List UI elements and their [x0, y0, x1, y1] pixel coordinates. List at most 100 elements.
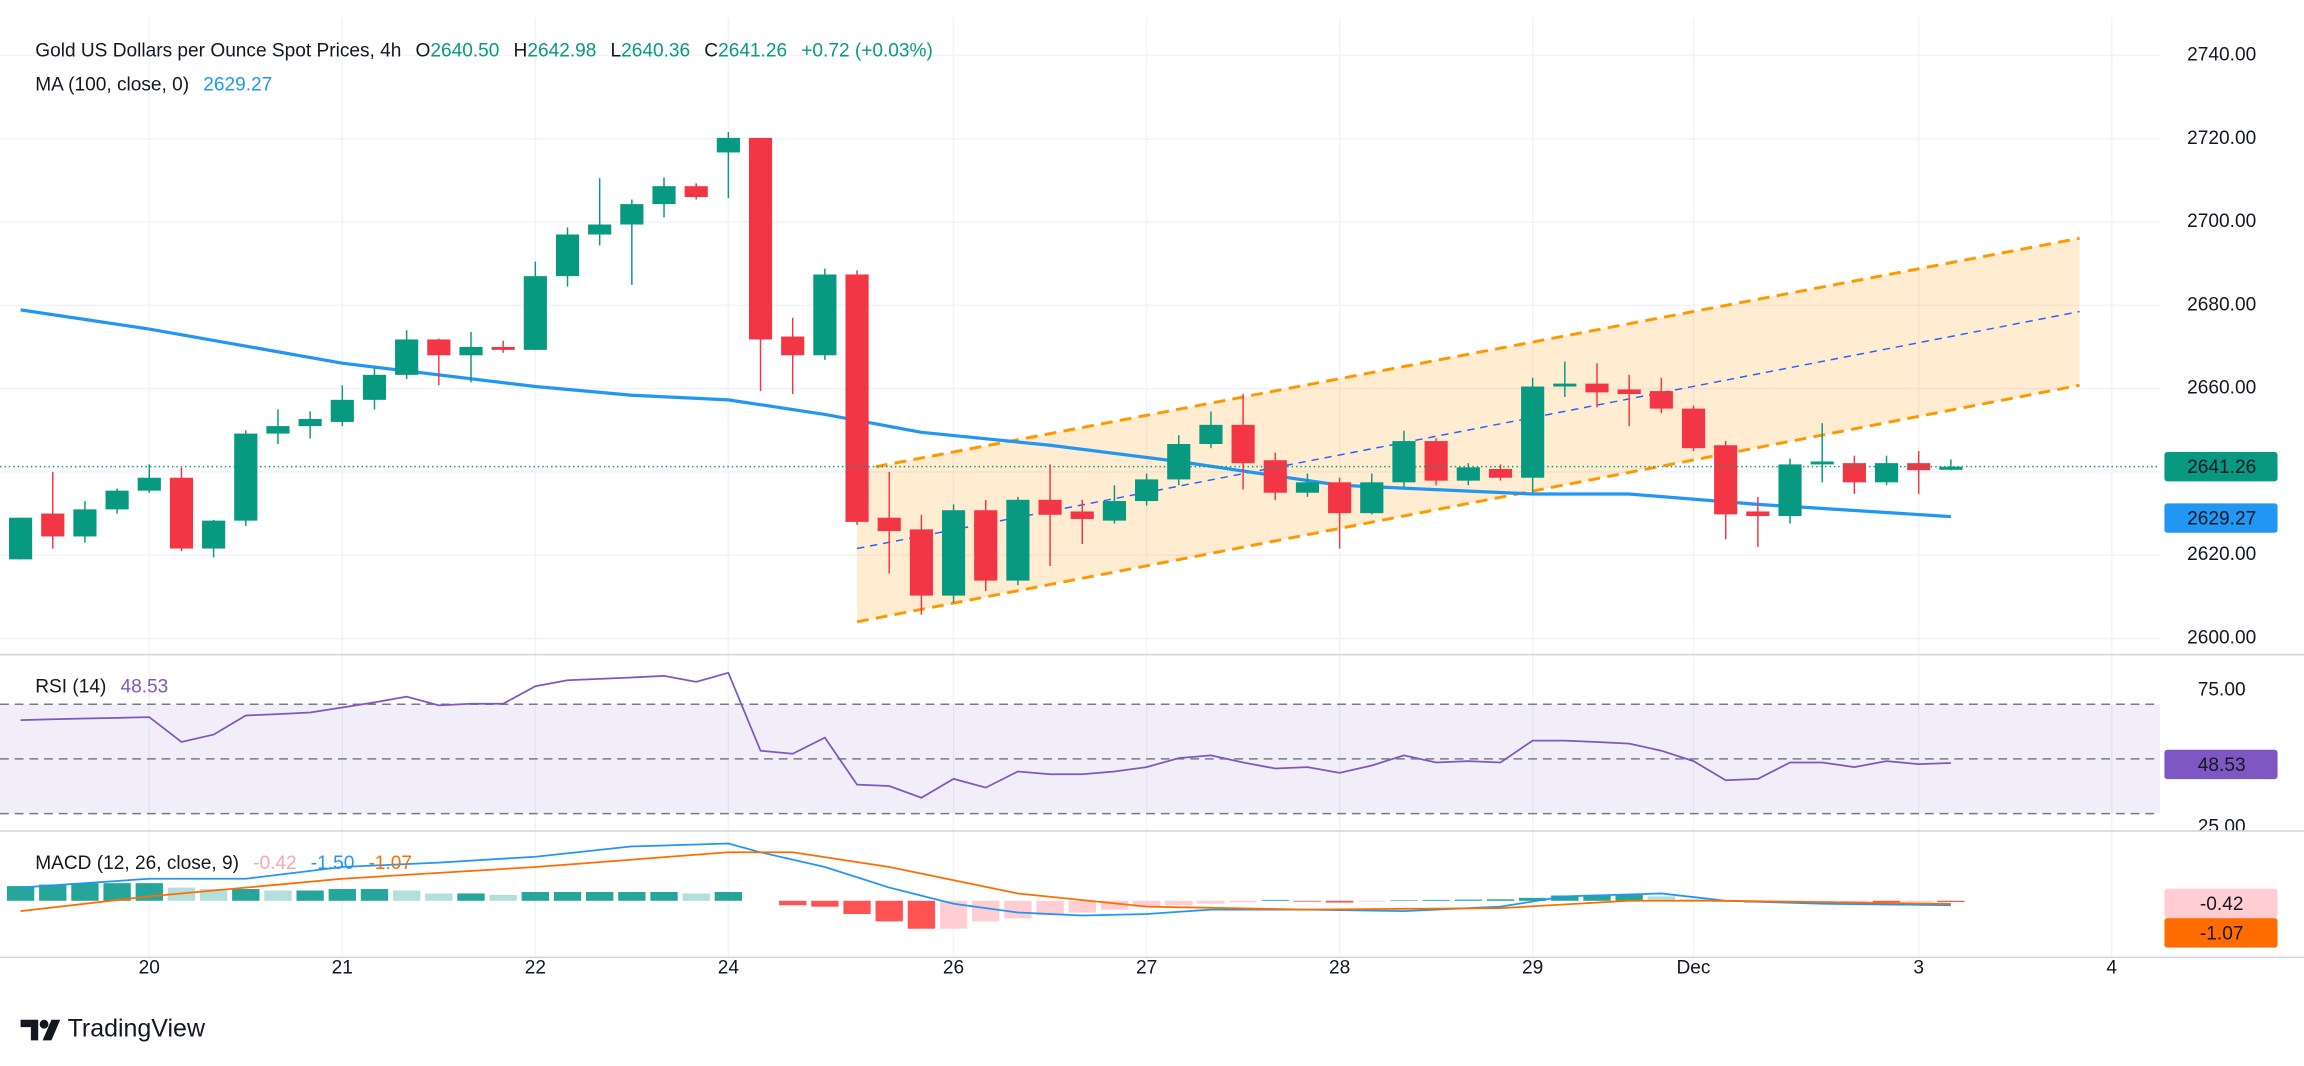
- price-panel: 2600.002620.002640.002660.002680.002700.…: [0, 44, 2278, 649]
- last-price-tag-bg: [2164, 451, 2278, 482]
- channel-upper: [856, 236, 2080, 472]
- candle-body: [1102, 501, 1127, 521]
- candle-body: [1295, 482, 1320, 493]
- macd-hist-tag-bg: [2164, 888, 2278, 919]
- channel-middle: [856, 310, 2080, 550]
- candle-body: [330, 399, 354, 422]
- x-tick-label: 3: [1913, 957, 1924, 978]
- macd-histogram-bar: [1132, 900, 1161, 907]
- macd-histogram-bar: [1293, 900, 1322, 902]
- x-tick-label: 27: [1136, 957, 1157, 978]
- candle-body: [1424, 441, 1448, 481]
- x-tick-label: 4: [2106, 957, 2117, 978]
- candle-body: [1231, 424, 1255, 464]
- macd-hist-tag: -0.42: [2200, 894, 2244, 915]
- macd-signal-tag-bg: [2164, 918, 2278, 948]
- candle-body: [974, 510, 998, 581]
- macd-histogram-bar: [1551, 895, 1579, 901]
- macd-histogram-bar: [1068, 900, 1096, 913]
- signal-line: [20, 851, 1951, 912]
- macd-title: MACD (12, 26, close, 9): [35, 853, 239, 874]
- candle-body: [1681, 408, 1706, 449]
- header: Gold US Dollars per Ounce Spot Prices, 4…: [35, 41, 933, 62]
- x-tick-label: 24: [718, 957, 740, 978]
- macd-histogram-bar: [232, 889, 260, 901]
- candle-body: [781, 336, 805, 356]
- candle-body: [909, 529, 933, 596]
- macd-histogram-bar: [71, 883, 99, 901]
- candle-body: [266, 426, 290, 434]
- macd-panel: -0.42 -1.07: [6, 842, 2278, 948]
- ma-name: MA (100, close, 0): [35, 74, 189, 95]
- candle-body: [41, 513, 65, 537]
- macd-histogram-bar: [296, 890, 324, 901]
- macd-histogram-bar: [1486, 899, 1515, 901]
- candle-body: [652, 186, 676, 205]
- candle-body: [1553, 383, 1577, 387]
- y-tick-label: 2740.00: [2187, 44, 2256, 65]
- rsi-legend: RSI (14) 48.53: [35, 677, 168, 698]
- quote-change: +0.72 (+0.03%): [801, 41, 933, 62]
- macd-histogram-bar: [682, 893, 710, 901]
- x-tick-label: 20: [139, 957, 160, 978]
- y-tick-label: 75.00: [2198, 680, 2246, 701]
- candle-body: [1328, 482, 1352, 514]
- macd-histogram-bar: [425, 893, 453, 901]
- candle-body: [1939, 466, 1963, 470]
- macd-histogram-bar: [1036, 900, 1064, 916]
- candle-body: [1874, 463, 1899, 483]
- y-tick-label: 2660.00: [2187, 378, 2256, 399]
- macd-histogram-bar: [1454, 899, 1482, 901]
- candle-body: [1360, 482, 1384, 514]
- rsi-line: [20, 671, 1951, 799]
- candle-body: [1070, 511, 1094, 519]
- y-tick-label: 25.00: [2198, 816, 2246, 837]
- chart-title: Gold US Dollars per Ounce Spot Prices, 4…: [35, 41, 401, 62]
- candle-body: [716, 137, 740, 153]
- y-tick-label: 2620.00: [2187, 544, 2256, 565]
- candle-body: [427, 339, 451, 356]
- ma-tag: 2629.27: [2187, 509, 2256, 530]
- candle-body: [1135, 479, 1159, 502]
- y-tick-label: 2700.00: [2187, 211, 2256, 232]
- macd-histogram-bar: [586, 891, 614, 901]
- candle-body: [877, 517, 901, 532]
- macd-line: [20, 842, 1951, 917]
- y-tick-label: 2600.00: [2187, 628, 2256, 649]
- macd-histogram-bar: [360, 889, 389, 901]
- candle-body: [1714, 445, 1738, 515]
- candle-body: [1810, 461, 1834, 465]
- macd-histogram-bar: [779, 900, 807, 906]
- macd-histogram-bar: [972, 900, 1000, 922]
- x-tick-label: 26: [943, 957, 964, 978]
- macd-histogram-bar: [392, 890, 421, 901]
- macd-histogram-bar: [811, 900, 839, 907]
- macd-histogram-bar: [1583, 894, 1611, 901]
- macd-signal-tag: -1.07: [2200, 923, 2244, 944]
- candle-body: [845, 274, 869, 522]
- ma-value: 2629.27: [203, 74, 272, 95]
- candle-body: [620, 204, 644, 225]
- candle-body: [1778, 464, 1802, 517]
- brand: TradingView: [20, 1015, 206, 1043]
- candle-body: [459, 346, 483, 356]
- candle-body: [1199, 424, 1223, 444]
- y-tick-label: 2720.00: [2187, 128, 2256, 149]
- last-price-tag: 2641.26: [2187, 457, 2256, 478]
- macd-histogram-bar: [875, 900, 903, 922]
- macd-histogram-bar: [6, 886, 35, 901]
- candle-body: [523, 276, 547, 350]
- quote-value: 2640.36: [621, 41, 690, 62]
- candle-body: [395, 339, 419, 375]
- macd-histogram-bar: [521, 891, 550, 901]
- x-tick-label: Dec: [1677, 957, 1711, 978]
- candle-body: [1746, 511, 1770, 517]
- hist-value: -0.42: [253, 853, 297, 874]
- candle-body: [137, 477, 161, 491]
- channel-lower: [856, 383, 2080, 624]
- macd-histogram-bar: [264, 890, 292, 901]
- macd-histogram-bar: [1165, 900, 1193, 906]
- macd-histogram-bar: [1197, 900, 1225, 904]
